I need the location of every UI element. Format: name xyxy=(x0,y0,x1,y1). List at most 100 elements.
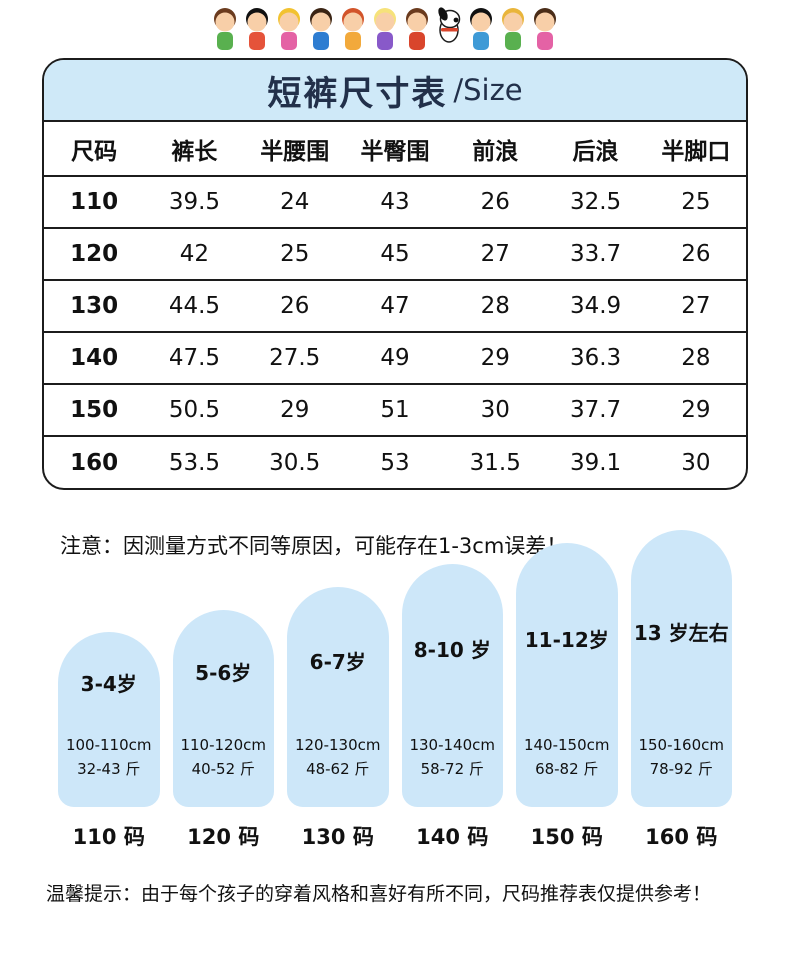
capsule-size-label: 160 码 xyxy=(645,825,718,849)
value-cell: 24 xyxy=(244,176,345,229)
value-cell: 25 xyxy=(244,228,345,281)
capsule-height-range: 110-120cm xyxy=(180,736,267,754)
capsule-shape: 5-6岁 110-120cm 40-52 斤 xyxy=(172,610,274,807)
header-row: 尺码 裤长 半腰围 半臀围 前浪 后浪 半脚口 xyxy=(44,122,746,177)
value-cell: 34.9 xyxy=(545,280,646,333)
value-cell: 47.5 xyxy=(144,332,245,385)
size-capsule-item: 8-10 岁 130-140cm 58-72 斤 140 码 xyxy=(401,564,503,851)
size-cell: 150 xyxy=(44,384,145,437)
capsule-size-label: 120 码 xyxy=(187,825,260,849)
size-cell: 130 xyxy=(44,280,145,333)
value-cell: 50.5 xyxy=(144,384,245,437)
value-cell: 33.7 xyxy=(545,228,646,281)
value-cell: 39.1 xyxy=(569,449,622,476)
capsule-ranges: 120-130cm 48-62 斤 xyxy=(295,733,381,781)
capsule-ranges: 140-150cm 68-82 斤 xyxy=(524,733,610,781)
capsule-age-label: 6-7岁 xyxy=(309,649,366,674)
column-header: 半脚口 xyxy=(645,122,746,177)
capsule-weight-range: 58-72 斤 xyxy=(420,760,484,778)
capsule-shape: 8-10 岁 130-140cm 58-72 斤 xyxy=(401,564,503,807)
value-cell: 28 xyxy=(445,280,546,333)
column-header: 尺码 xyxy=(44,122,145,177)
capsule-ranges: 150-160cm 78-92 斤 xyxy=(638,733,724,781)
capsule-age-zone: 13 岁左右 xyxy=(634,530,729,733)
size-table-head: 尺码 裤长 半腰围 半臀围 前浪 后浪 半脚口 xyxy=(44,122,746,177)
value-cell: 27.5 xyxy=(244,332,345,385)
size-cell: 110 xyxy=(44,176,145,229)
size-chart-page: 短裤尺寸表 /Size 尺码 裤长 半腰围 半臀围 前浪 后浪 半脚口 110 39.5 24 4… xyxy=(42,7,748,905)
table-row: 150 50.5 29 51 30 37.7 29 xyxy=(44,384,746,437)
capsule-shape: 6-7岁 120-130cm 48-62 斤 xyxy=(287,587,389,807)
value-cell: 36.3 xyxy=(545,332,646,385)
size-capsule-item: 6-7岁 120-130cm 48-62 斤 130 码 xyxy=(287,587,389,851)
size-capsule-item: 3-4岁 100-110cm 32-43 斤 110 码 xyxy=(58,632,160,851)
column-header: 半臀围 xyxy=(344,122,446,177)
size-table-card: 短裤尺寸表 /Size 尺码 裤长 半腰围 半臀围 前浪 后浪 半脚口 110 39.5 24 4… xyxy=(42,58,748,490)
value-cell: 44.5 xyxy=(144,280,245,333)
measurement-note: 注意：因测量方式不同等原因，可能存在1-3cm误差！ xyxy=(60,534,568,558)
capsule-height-range: 100-110cm xyxy=(65,736,152,754)
value-cell: 53.5 xyxy=(168,449,221,476)
table-title-main: 短裤尺寸表 xyxy=(267,73,448,114)
size-cell: 120 xyxy=(44,228,145,281)
table-row: 140 47.5 27.5 49 29 36.3 28 xyxy=(44,332,746,385)
capsule-weight-range: 78-92 斤 xyxy=(649,760,713,778)
value-cell: 32.5 xyxy=(545,176,646,229)
capsule-age-label: 8-10 岁 xyxy=(413,638,491,662)
capsule-ranges: 130-140cm 58-72 斤 xyxy=(409,733,495,781)
capsule-size-label: 150 码 xyxy=(530,825,603,849)
capsule-height-range: 140-150cm xyxy=(523,736,610,754)
table-row: 130 44.5 26 47 28 34.9 27 xyxy=(44,280,746,333)
size-cell: 140 xyxy=(44,332,145,385)
value-cell: 47 xyxy=(344,280,446,333)
table-title-suffix: /Size xyxy=(453,73,523,107)
capsule-height-range: 120-130cm xyxy=(294,736,381,754)
value-cell: 27 xyxy=(645,280,746,333)
value-cell: 30 xyxy=(445,384,546,437)
value-cell: 43 xyxy=(344,176,446,229)
value-cell: 25 xyxy=(645,176,746,229)
value-cell: 28 xyxy=(645,332,746,385)
value-cell: 31.5 xyxy=(469,449,521,476)
capsule-ranges: 100-110cm 32-43 斤 xyxy=(66,733,152,781)
table-row: 110 39.5 24 43 26 32.5 25 xyxy=(44,176,746,229)
capsule-height-range: 150-160cm xyxy=(638,736,725,754)
capsule-age-zone: 3-4岁 xyxy=(81,632,137,733)
value-cell: 42 xyxy=(144,228,245,281)
capsule-weight-range: 40-52 斤 xyxy=(191,760,255,778)
capsule-age-label: 3-4岁 xyxy=(80,672,137,696)
value-cell: 29 xyxy=(445,332,546,385)
capsule-shape: 3-4岁 100-110cm 32-43 斤 xyxy=(58,632,160,807)
capsule-size-label: 110 码 xyxy=(72,825,145,849)
table-title: 短裤尺寸表 /Size xyxy=(44,60,746,122)
value-cell: 29 xyxy=(645,384,746,437)
capsule-age-label: 13 岁左右 xyxy=(633,621,729,645)
capsule-age-label: 11-12岁 xyxy=(524,627,609,652)
capsule-weight-range: 68-82 斤 xyxy=(535,760,599,778)
table-row: 160 53.5 30.5 53 31.5 39.1 30 xyxy=(44,436,746,488)
value-cell: 26 xyxy=(445,176,546,229)
table-row: 120 42 25 45 27 33.7 26 xyxy=(44,228,746,281)
value-cell: 29 xyxy=(244,384,345,437)
value-cell: 30 xyxy=(681,449,711,476)
size-capsule-item: 5-6岁 110-120cm 40-52 斤 120 码 xyxy=(172,610,274,851)
size-recommendation-chart: 3-4岁 100-110cm 32-43 斤 110 码 5-6岁 110-12… xyxy=(58,530,732,851)
peanuts-characters-icon xyxy=(214,7,556,50)
value-cell: 39.5 xyxy=(144,176,245,229)
column-header: 前浪 xyxy=(445,122,546,177)
capsule-shape: 11-12岁 140-150cm 68-82 斤 xyxy=(516,543,618,807)
capsule-size-label: 130 码 xyxy=(301,825,374,849)
capsule-size-label: 140 码 xyxy=(416,825,489,849)
size-table: 尺码 裤长 半腰围 半臀围 前浪 后浪 半脚口 110 39.5 24 43 26 32.5 25 120… xyxy=(44,122,746,488)
capsule-age-zone: 8-10 岁 xyxy=(414,564,491,733)
column-header: 后浪 xyxy=(545,122,646,177)
value-cell: 49 xyxy=(344,332,446,385)
size-capsule-item: 13 岁左右 150-160cm 78-92 斤 160 码 xyxy=(630,530,732,851)
capsule-shape: 13 岁左右 150-160cm 78-92 斤 xyxy=(630,530,732,807)
column-header: 半腰围 xyxy=(244,122,345,177)
value-cell: 26 xyxy=(244,280,345,333)
value-cell: 37.7 xyxy=(545,384,646,437)
capsule-height-range: 130-140cm xyxy=(409,736,496,754)
column-header: 裤长 xyxy=(144,122,245,177)
capsule-age-label: 5-6岁 xyxy=(195,661,252,685)
